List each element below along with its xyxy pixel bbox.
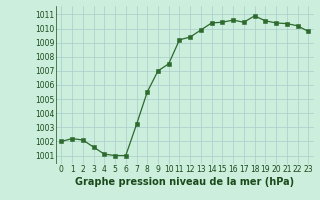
X-axis label: Graphe pression niveau de la mer (hPa): Graphe pression niveau de la mer (hPa) — [75, 177, 294, 187]
